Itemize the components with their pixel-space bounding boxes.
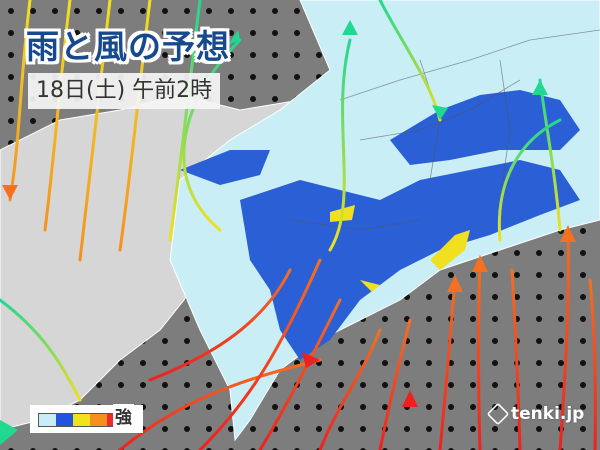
legend-color-bar	[38, 413, 125, 427]
tenki-logo-icon	[486, 402, 510, 426]
rain-moderate	[390, 90, 580, 165]
legend-swatch	[39, 414, 56, 426]
legend-strong-label: 強	[113, 404, 134, 432]
map-title: 雨と風の予想	[26, 27, 230, 66]
forecast-datetime: 18日(土) 午前2時	[28, 73, 221, 109]
rain-moderate	[240, 160, 580, 360]
tenki-logo: tenki.jp	[486, 402, 585, 426]
rain-heavy	[430, 230, 470, 270]
legend-swatch	[90, 414, 107, 426]
legend-swatch	[56, 414, 73, 426]
logo-text: tenki.jp	[511, 404, 585, 424]
prefecture-borders	[289, 29, 600, 231]
rain-heavy	[360, 280, 380, 292]
rain-moderate	[180, 150, 270, 185]
arrow-heads	[0, 20, 576, 445]
legend-swatch	[73, 414, 90, 426]
